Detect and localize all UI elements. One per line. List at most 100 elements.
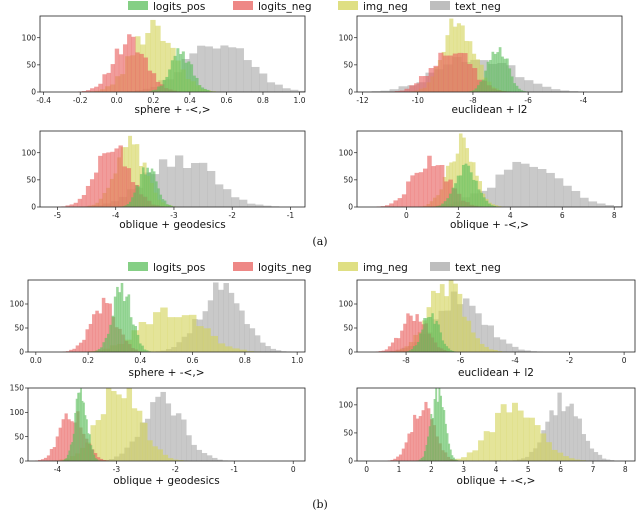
bar-logits_pos: [441, 340, 444, 352]
bar-text_neg: [275, 350, 282, 352]
bar-img_neg: [246, 351, 254, 352]
bar-logits_pos: [480, 192, 484, 207]
bar-logits_pos: [159, 85, 163, 92]
bar-text_neg: [259, 73, 268, 92]
bar-logits_neg: [105, 303, 109, 352]
plot-frame: [27, 387, 306, 462]
bar-logits_pos: [459, 175, 463, 207]
bar-text_neg: [563, 185, 572, 207]
bar-logits_pos: [496, 52, 500, 92]
bar-logits_neg: [399, 90, 405, 92]
bar-text_neg: [581, 434, 587, 461]
bar-text_neg: [579, 197, 589, 207]
bar-logits_neg: [418, 416, 422, 461]
bar-logits_pos: [443, 410, 446, 461]
bar-logits_pos: [84, 415, 87, 461]
bar-text_neg: [206, 455, 213, 461]
x-tick-label: 6: [560, 211, 565, 220]
bar-logits_neg: [397, 198, 403, 207]
bar-logits_pos: [447, 348, 451, 352]
bar-logits_pos: [451, 187, 455, 207]
bar-logits_pos: [493, 205, 497, 207]
bar-logits_pos: [111, 315, 115, 352]
bar-text_neg: [220, 45, 229, 92]
bar-logits_neg: [380, 206, 386, 207]
bar-img_neg: [475, 59, 480, 92]
bar-text_neg: [609, 460, 615, 461]
bar-logits_neg: [447, 55, 454, 92]
bar-img_neg: [126, 388, 133, 461]
bar-logits_neg: [443, 55, 449, 92]
bar-logits_pos: [66, 454, 69, 461]
bar-text_neg: [170, 415, 177, 461]
bar-logits_neg: [415, 418, 420, 461]
plot-frame: [27, 279, 306, 353]
bar-img_neg: [557, 452, 564, 461]
bar-logits_pos: [198, 85, 202, 92]
bar-logits_pos: [187, 61, 191, 92]
bar-text_neg: [380, 90, 390, 92]
bar-text_neg: [181, 419, 187, 461]
bar-logits_pos: [95, 350, 99, 352]
bar-logits_pos: [143, 349, 147, 352]
bar-text_neg: [553, 415, 558, 461]
bar-img_neg: [147, 440, 153, 461]
bar-img_neg: [178, 460, 184, 461]
bar-logits_pos: [165, 76, 169, 92]
bar-img_neg: [90, 425, 96, 461]
bar-logits_pos: [485, 200, 489, 207]
bar-logits_pos: [427, 436, 430, 461]
bar-logits_pos: [65, 458, 68, 461]
x-tick-label: 2: [429, 465, 434, 474]
bar-text_neg: [398, 86, 408, 92]
bar-logits_neg: [88, 323, 93, 352]
bar-logits_neg: [58, 427, 62, 461]
bar-logits_neg: [89, 179, 95, 207]
bar-img_neg: [157, 449, 163, 461]
bar-logits_pos: [479, 81, 483, 92]
bar-logits_pos: [419, 333, 422, 352]
bar-text_neg: [561, 411, 566, 461]
bar-logits_neg: [102, 460, 107, 461]
bar-logits_pos: [417, 341, 420, 352]
bar-logits_pos: [435, 206, 439, 207]
y-tick-label: 0: [19, 348, 24, 357]
bar-logits_pos: [151, 90, 155, 92]
caption-b: (b): [312, 498, 328, 511]
bar-logits_pos: [438, 388, 441, 461]
y-tick-label: 50: [343, 324, 353, 333]
bar-logits_neg: [452, 53, 458, 92]
bar-logits_pos: [184, 62, 188, 92]
bar-logits_neg: [98, 83, 103, 92]
bar-logits_pos: [154, 89, 158, 92]
bar-logits_pos: [441, 407, 444, 461]
bar-logits_pos: [150, 168, 154, 207]
bar-logits_neg: [406, 313, 410, 352]
bar-logits_pos: [122, 301, 126, 352]
bar-logits_pos: [157, 188, 160, 207]
histogram-panel: 0.0 0.2 0.4 0.6 0.8 1.0 0 50 100 sphere + -<,>: [10, 279, 306, 379]
y-tick-label: 0: [19, 457, 24, 466]
bar-logits_pos: [423, 451, 426, 461]
bar-text_neg: [524, 80, 534, 92]
bar-logits_neg: [82, 339, 86, 352]
bar-logits_neg: [85, 329, 90, 352]
bar-img_neg: [131, 408, 138, 461]
bar-logits_pos: [162, 79, 166, 92]
bar-logits_neg: [394, 91, 400, 92]
bar-img_neg: [217, 343, 226, 352]
bar-logits_pos: [439, 332, 442, 352]
bar-img_neg: [497, 206, 502, 207]
legend-label-logits-neg: logits_neg: [258, 1, 312, 13]
bar-logits_neg: [73, 202, 79, 207]
bar-logits_neg: [427, 155, 432, 207]
bar-text_neg: [274, 84, 283, 92]
bar-text_neg: [569, 403, 574, 461]
bar-logits_neg: [70, 421, 74, 461]
bar-text_neg: [542, 86, 552, 92]
x-tick-label: 8: [612, 211, 617, 220]
x-tick-label: -1: [287, 211, 295, 220]
bar-logits_pos: [522, 91, 526, 92]
bar-logits_pos: [441, 203, 445, 207]
bar-logits_pos: [474, 180, 478, 207]
